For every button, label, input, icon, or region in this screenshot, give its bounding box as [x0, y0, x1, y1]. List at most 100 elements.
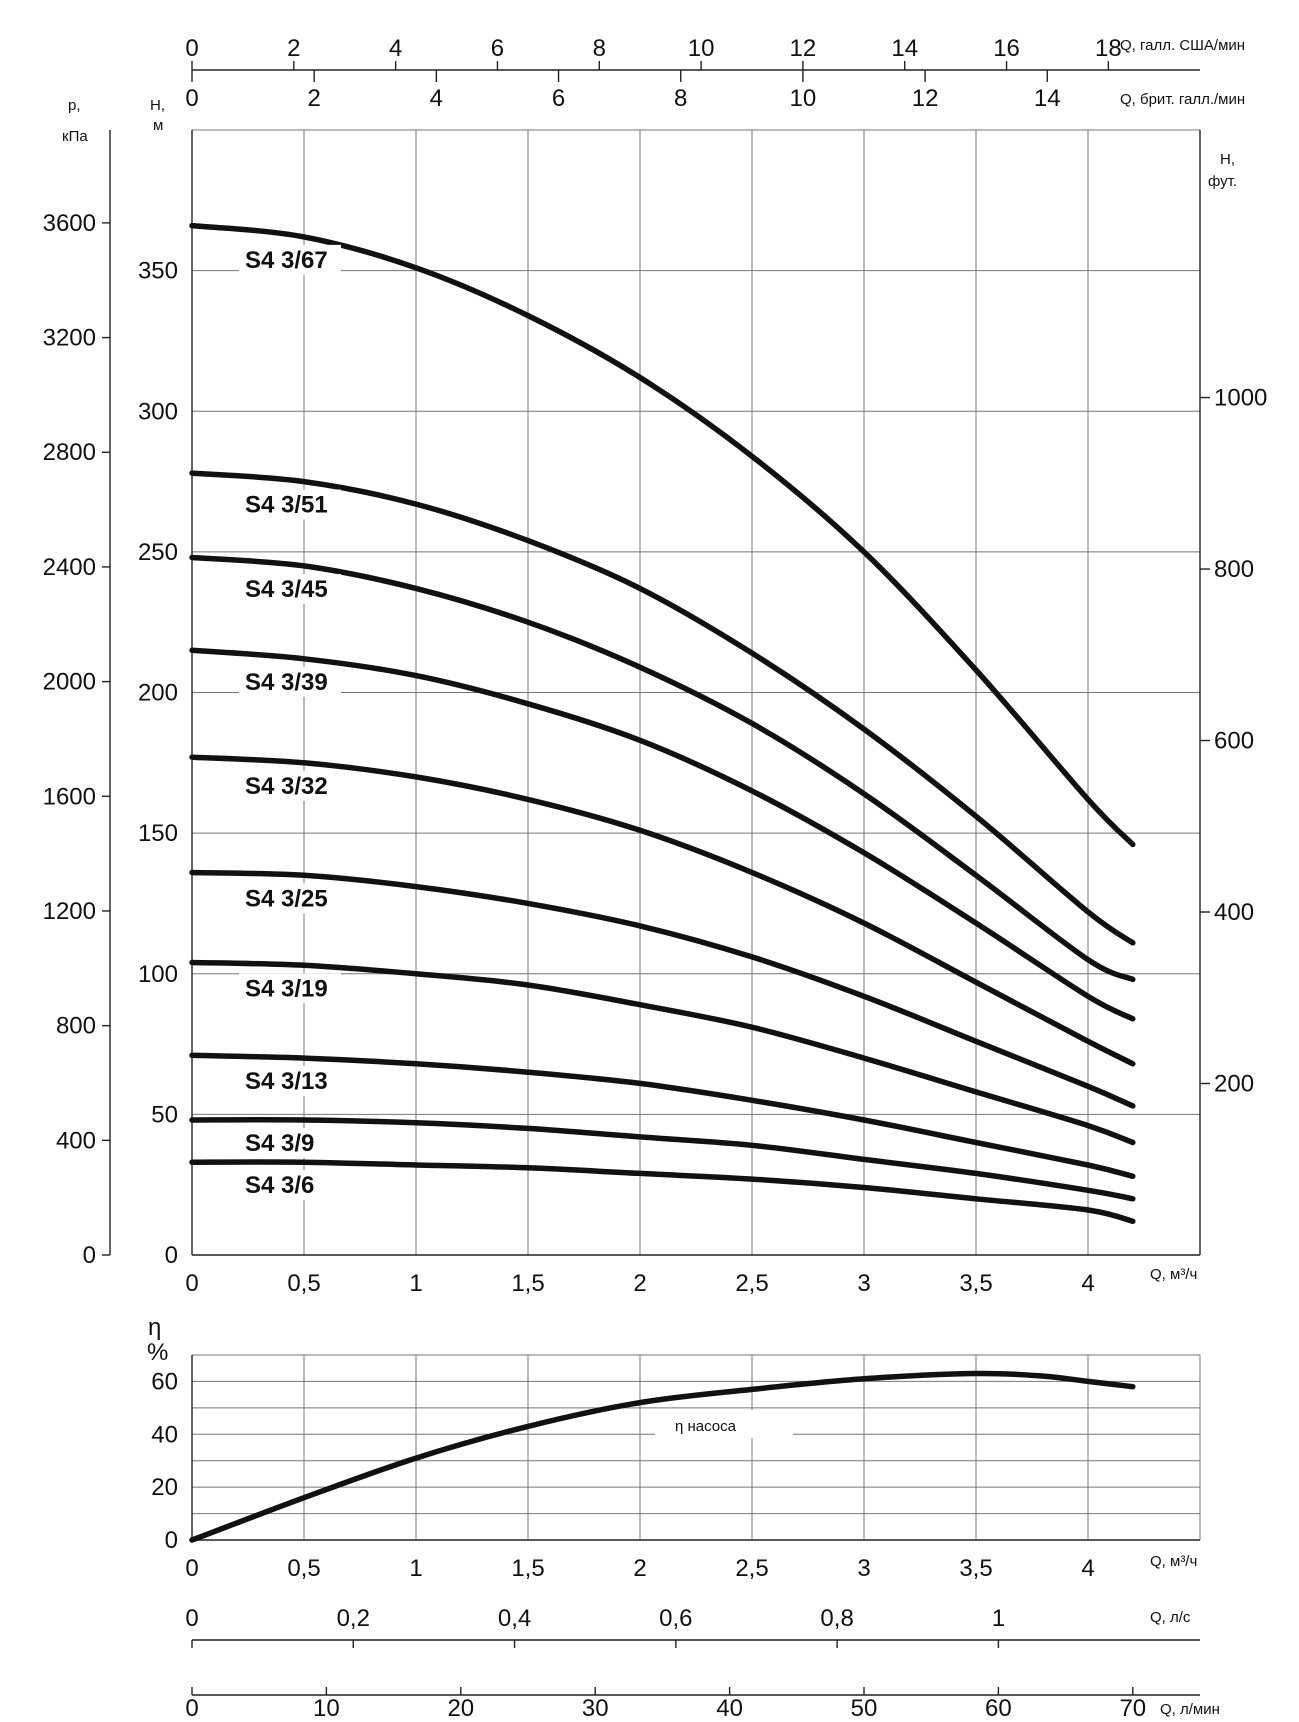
curve-label-bg-s4-3-67 — [239, 244, 341, 275]
curve-label-bg-s4-3-51 — [239, 489, 341, 520]
ls-axis-label: Q, л/с — [1150, 1609, 1191, 1626]
eff-y-label-1: η — [148, 1314, 161, 1341]
lmin-tick-20: 20 — [447, 1695, 474, 1722]
pressure-tick-800: 800 — [56, 1013, 96, 1040]
lmin-tick-60: 60 — [985, 1695, 1012, 1722]
eff-x-tick-3-5: 3,5 — [959, 1555, 992, 1582]
eff-x-tick-1: 1 — [409, 1555, 422, 1582]
feet-tick-200: 200 — [1214, 1071, 1254, 1098]
x-tick-3: 3 — [857, 1270, 870, 1297]
x-axis-label: Q, м³/ч — [1150, 1266, 1197, 1283]
eff-curve-label: η насоса — [675, 1418, 737, 1435]
pressure-tick-1600: 1600 — [43, 783, 96, 810]
curve-s4-3-13 — [189, 1052, 1136, 1180]
us-tick-18: 18 — [1095, 35, 1122, 62]
curve-label-s4-3-19: S4 3/19 — [245, 975, 328, 1002]
uk-tick-2: 2 — [308, 85, 321, 112]
head-m-tick-200: 200 — [138, 680, 178, 707]
x-tick-1: 1 — [409, 1270, 422, 1297]
curve-label-bg-s4-3-25 — [239, 883, 341, 914]
pressure-tick-3200: 3200 — [43, 325, 96, 352]
curve-label-bg-s4-3-19 — [239, 973, 341, 1004]
us-tick-0: 0 — [185, 35, 198, 62]
x-tick-1-5: 1,5 — [511, 1270, 544, 1297]
eff-y-label-2: % — [147, 1339, 168, 1366]
pressure-tick-0: 0 — [83, 1242, 96, 1269]
lmin-tick-0: 0 — [185, 1695, 198, 1722]
head-m-tick-350: 350 — [138, 258, 178, 285]
curve-label-s4-3-32: S4 3/32 — [245, 773, 328, 800]
lmin-tick-40: 40 — [716, 1695, 743, 1722]
uk-tick-10: 10 — [790, 85, 817, 112]
feet-tick-400: 400 — [1214, 899, 1254, 926]
head-m-tick-0: 0 — [165, 1242, 178, 1269]
eff-x-tick-0-5: 0,5 — [287, 1555, 320, 1582]
uk-tick-6: 6 — [552, 85, 565, 112]
lmin-axis-label: Q, л/мин — [1160, 1701, 1220, 1718]
curve-s4-3-6 — [189, 1159, 1136, 1225]
pressure-tick-2400: 2400 — [43, 554, 96, 581]
feet-tick-800: 800 — [1214, 556, 1254, 583]
curve-label-bg-s4-3-6 — [239, 1170, 341, 1201]
ls-tick-0-6: 0,6 — [659, 1605, 692, 1632]
eff-y-tick-40: 40 — [151, 1421, 178, 1448]
x-tick-0-5: 0,5 — [287, 1270, 320, 1297]
x-tick-3-5: 3,5 — [959, 1270, 992, 1297]
x-tick-4: 4 — [1081, 1270, 1094, 1297]
eff-x-tick-4: 4 — [1081, 1555, 1094, 1582]
us-tick-12: 12 — [790, 35, 817, 62]
top-us-axis-label: Q, галл. США/мин — [1120, 37, 1245, 54]
lmin-tick-30: 30 — [582, 1695, 609, 1722]
ls-tick-0: 0 — [185, 1605, 198, 1632]
lmin-tick-10: 10 — [313, 1695, 340, 1722]
head-m-tick-300: 300 — [138, 398, 178, 425]
curve-label-bg-s4-3-32 — [239, 770, 341, 801]
feet-label-1: H, — [1220, 151, 1235, 168]
us-tick-14: 14 — [891, 35, 918, 62]
eff-x-tick-2: 2 — [633, 1555, 646, 1582]
uk-tick-14: 14 — [1034, 85, 1061, 112]
curve-s4-3-51 — [189, 470, 1136, 946]
pressure-tick-1200: 1200 — [43, 898, 96, 925]
us-tick-10: 10 — [688, 35, 715, 62]
eff-x-axis-label: Q, м³/ч — [1150, 1553, 1197, 1570]
curve-s4-3-39 — [189, 647, 1136, 1022]
eff-x-tick-0: 0 — [185, 1555, 198, 1582]
curve-label-bg-s4-3-39 — [239, 666, 341, 697]
curve-label-s4-3-45: S4 3/45 — [245, 576, 328, 603]
x-tick-2: 2 — [633, 1270, 646, 1297]
curve-label-s4-3-67: S4 3/67 — [245, 247, 328, 274]
curve-label-s4-3-39: S4 3/39 — [245, 669, 328, 696]
head-m-label-1: H, — [150, 97, 165, 114]
uk-tick-8: 8 — [674, 85, 687, 112]
curve-label-bg-s4-3-9 — [239, 1128, 341, 1158]
pressure-tick-2800: 2800 — [43, 439, 96, 466]
ls-tick-0-2: 0,2 — [337, 1605, 370, 1632]
feet-tick-600: 600 — [1214, 728, 1254, 755]
us-tick-2: 2 — [287, 35, 300, 62]
eff-y-tick-60: 60 — [151, 1368, 178, 1395]
pressure-tick-400: 400 — [56, 1127, 96, 1154]
us-tick-4: 4 — [389, 35, 402, 62]
uk-tick-4: 4 — [430, 85, 443, 112]
curve-label-bg-s4-3-45 — [239, 573, 341, 604]
eff-y-tick-20: 20 — [151, 1474, 178, 1501]
ls-tick-1: 1 — [992, 1605, 1005, 1632]
pressure-label-2: кПа — [62, 128, 88, 145]
pressure-label-1: p, — [68, 97, 81, 114]
us-tick-6: 6 — [491, 35, 504, 62]
eff-curve-label-bg — [655, 1410, 793, 1438]
eff-x-tick-2-5: 2,5 — [735, 1555, 768, 1582]
curve-label-s4-3-25: S4 3/25 — [245, 885, 328, 912]
ls-tick-0-8: 0,8 — [820, 1605, 853, 1632]
head-m-tick-250: 250 — [138, 539, 178, 566]
ls-tick-0-4: 0,4 — [498, 1605, 531, 1632]
eff-y-tick-0: 0 — [165, 1527, 178, 1554]
pressure-tick-2000: 2000 — [43, 669, 96, 696]
pressure-tick-3600: 3600 — [43, 210, 96, 237]
curve-label-s4-3-51: S4 3/51 — [245, 492, 328, 519]
head-m-tick-50: 50 — [151, 1101, 178, 1128]
x-tick-0: 0 — [185, 1270, 198, 1297]
